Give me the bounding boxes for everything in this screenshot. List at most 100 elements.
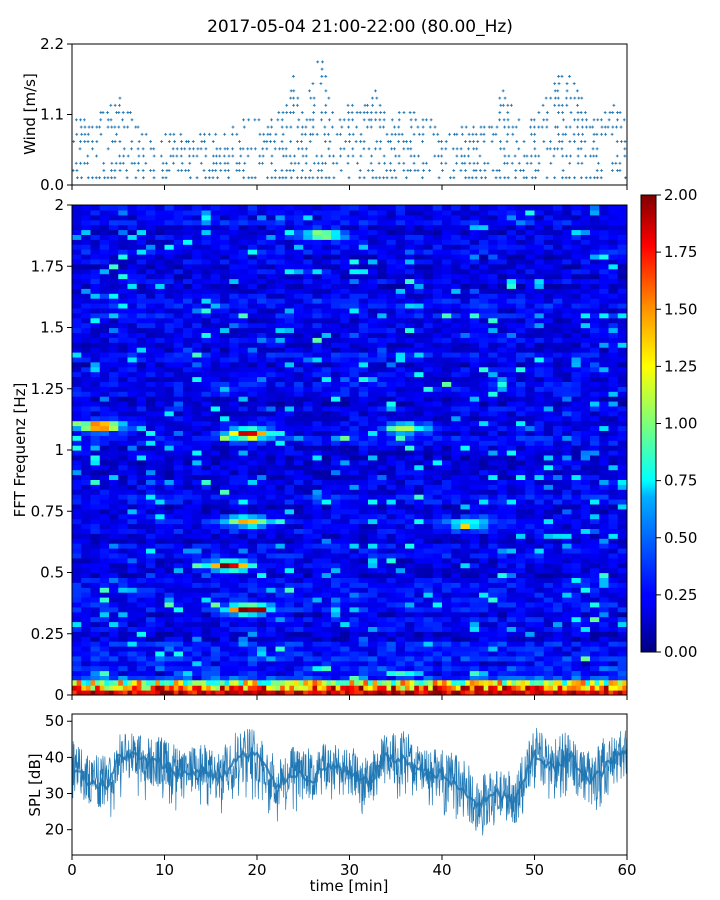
wind-x-ticks — [71, 185, 628, 190]
wind-point — [273, 176, 277, 180]
spectrogram-cell — [173, 459, 184, 466]
spectrogram-cell — [423, 474, 434, 480]
spectrogram-cell — [109, 572, 119, 578]
spectrogram-cell — [562, 577, 573, 583]
spectrogram-cell — [506, 670, 517, 676]
spectrogram-cell — [358, 562, 369, 569]
wind-point — [309, 169, 312, 172]
spectrogram-cell — [81, 660, 92, 667]
spectrogram-cell — [303, 528, 314, 534]
spectrogram-cell — [331, 391, 341, 397]
spectrogram-cell — [423, 376, 434, 382]
spectrogram-cell — [312, 621, 323, 627]
wind-point — [591, 147, 595, 151]
spectrogram-cell — [488, 381, 499, 387]
spectrogram-cell — [192, 650, 203, 657]
spectrogram-cell — [571, 386, 582, 392]
spectrogram-cell — [516, 459, 526, 466]
spectrogram-cell — [72, 381, 82, 387]
wind-point — [219, 169, 223, 172]
spectrogram-cell — [275, 523, 286, 529]
spectrogram-cell — [238, 660, 249, 667]
spectrogram-cell — [516, 440, 526, 446]
spectrogram-cell — [358, 474, 369, 480]
spectrogram-cell — [257, 670, 267, 676]
spectrogram-cell — [451, 454, 462, 461]
spectrogram-cell — [164, 611, 175, 618]
spectrogram-cell — [266, 376, 277, 382]
spectrogram-cell — [257, 650, 267, 657]
spectrogram-cell — [312, 450, 323, 456]
spectrogram-cell — [183, 459, 193, 466]
spectrogram-cell — [442, 523, 452, 529]
spectrogram-cell — [118, 587, 129, 593]
spectrogram-cell — [247, 425, 258, 431]
spectrogram-cell — [321, 366, 332, 373]
wind-point — [335, 161, 339, 165]
spectrogram-cell — [580, 538, 591, 544]
wind-point — [503, 96, 507, 100]
spectrogram-cell — [451, 641, 462, 647]
wind-point — [525, 176, 528, 180]
spectrogram-cell — [312, 543, 323, 549]
spectrogram-cell — [201, 494, 212, 500]
spectrogram-cell — [321, 670, 332, 676]
spectrogram-cell — [414, 494, 425, 500]
spectrogram-cell — [423, 513, 434, 520]
wind-point — [572, 82, 576, 86]
spectrogram-cell — [294, 391, 304, 397]
spectrogram-cell — [405, 450, 415, 456]
spectrogram-cell — [395, 597, 406, 603]
spectrogram-cell — [368, 675, 378, 681]
spectrogram-cell — [442, 646, 452, 652]
spectrogram-cell — [423, 410, 434, 417]
spectrogram-cell — [386, 562, 397, 569]
wind-point — [320, 67, 324, 71]
spectrogram-cell — [553, 631, 563, 637]
spectrogram-cell — [81, 450, 92, 456]
spectrogram-cell — [460, 606, 471, 613]
wind-point — [389, 169, 392, 172]
spectrogram-cell — [543, 665, 554, 672]
spectrogram-cell — [210, 494, 221, 500]
spectrogram-cell — [210, 543, 221, 549]
wind-point — [472, 140, 475, 143]
spectrogram-cell — [201, 572, 212, 578]
spectrogram-cell — [386, 513, 397, 520]
spectrogram-cell — [562, 562, 573, 569]
spectrogram-cell — [488, 352, 499, 358]
spectrogram-cell — [173, 371, 184, 378]
spectrogram-cell — [562, 479, 573, 485]
spectrogram-cell — [220, 361, 230, 368]
wind-point — [610, 169, 614, 172]
spectrogram-cell — [608, 376, 619, 382]
spectrogram-cell — [109, 587, 119, 593]
spectrogram-cell — [303, 435, 314, 441]
spectrogram-cell — [405, 650, 415, 657]
spectrogram-cell — [358, 494, 369, 500]
spectrogram-cell — [488, 626, 499, 632]
spectrogram-cell — [423, 548, 434, 554]
wind-point — [103, 176, 107, 180]
spectrogram-cell — [72, 513, 82, 520]
spectrogram-cell — [220, 508, 230, 515]
wind-point — [207, 169, 211, 172]
spectrogram-cell — [469, 386, 480, 392]
spectrogram-cell — [72, 582, 82, 588]
spectrogram-cell — [534, 425, 545, 431]
spectrogram-cell — [460, 670, 471, 676]
spectrogram-cell — [321, 611, 332, 618]
spectrogram-cell — [414, 538, 425, 544]
wind-point — [383, 161, 386, 165]
spectrogram-cell — [331, 631, 341, 637]
spectrogram-cell — [451, 376, 462, 382]
wind-point — [503, 161, 506, 165]
wind-point — [330, 125, 334, 129]
spectrogram-cell — [590, 616, 600, 623]
spectrogram-cell — [99, 391, 110, 397]
spectrogram-cell — [183, 646, 193, 652]
spectrogram-cell — [414, 675, 425, 681]
spectrogram-cell — [155, 361, 166, 368]
spectrogram-cell — [571, 582, 582, 588]
spectrogram-cell — [247, 503, 258, 510]
